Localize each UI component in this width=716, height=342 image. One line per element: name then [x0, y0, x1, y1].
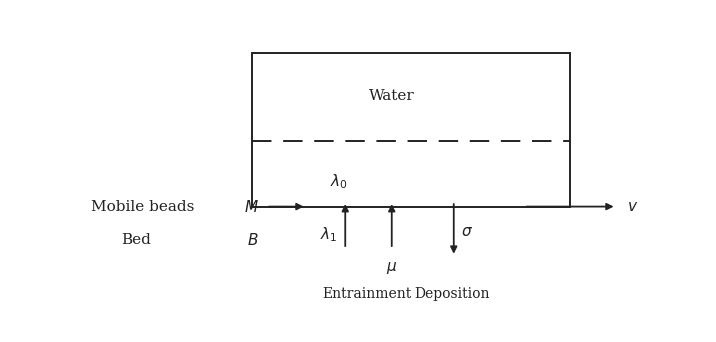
Text: $M$: $M$: [243, 199, 258, 214]
Text: Water: Water: [369, 90, 415, 104]
Text: $\lambda_0$: $\lambda_0$: [330, 173, 347, 191]
Text: Deposition: Deposition: [415, 287, 490, 301]
Text: Mobile beads: Mobile beads: [90, 200, 194, 214]
Text: $\lambda_1$: $\lambda_1$: [320, 226, 337, 245]
Text: $\sigma$: $\sigma$: [462, 225, 473, 239]
Bar: [252, 53, 570, 207]
Text: Bed: Bed: [121, 233, 151, 247]
Text: $\mu$: $\mu$: [386, 260, 397, 276]
Text: $B$: $B$: [247, 232, 258, 248]
Text: Entrainment: Entrainment: [322, 287, 412, 301]
Text: $v$: $v$: [626, 200, 638, 214]
